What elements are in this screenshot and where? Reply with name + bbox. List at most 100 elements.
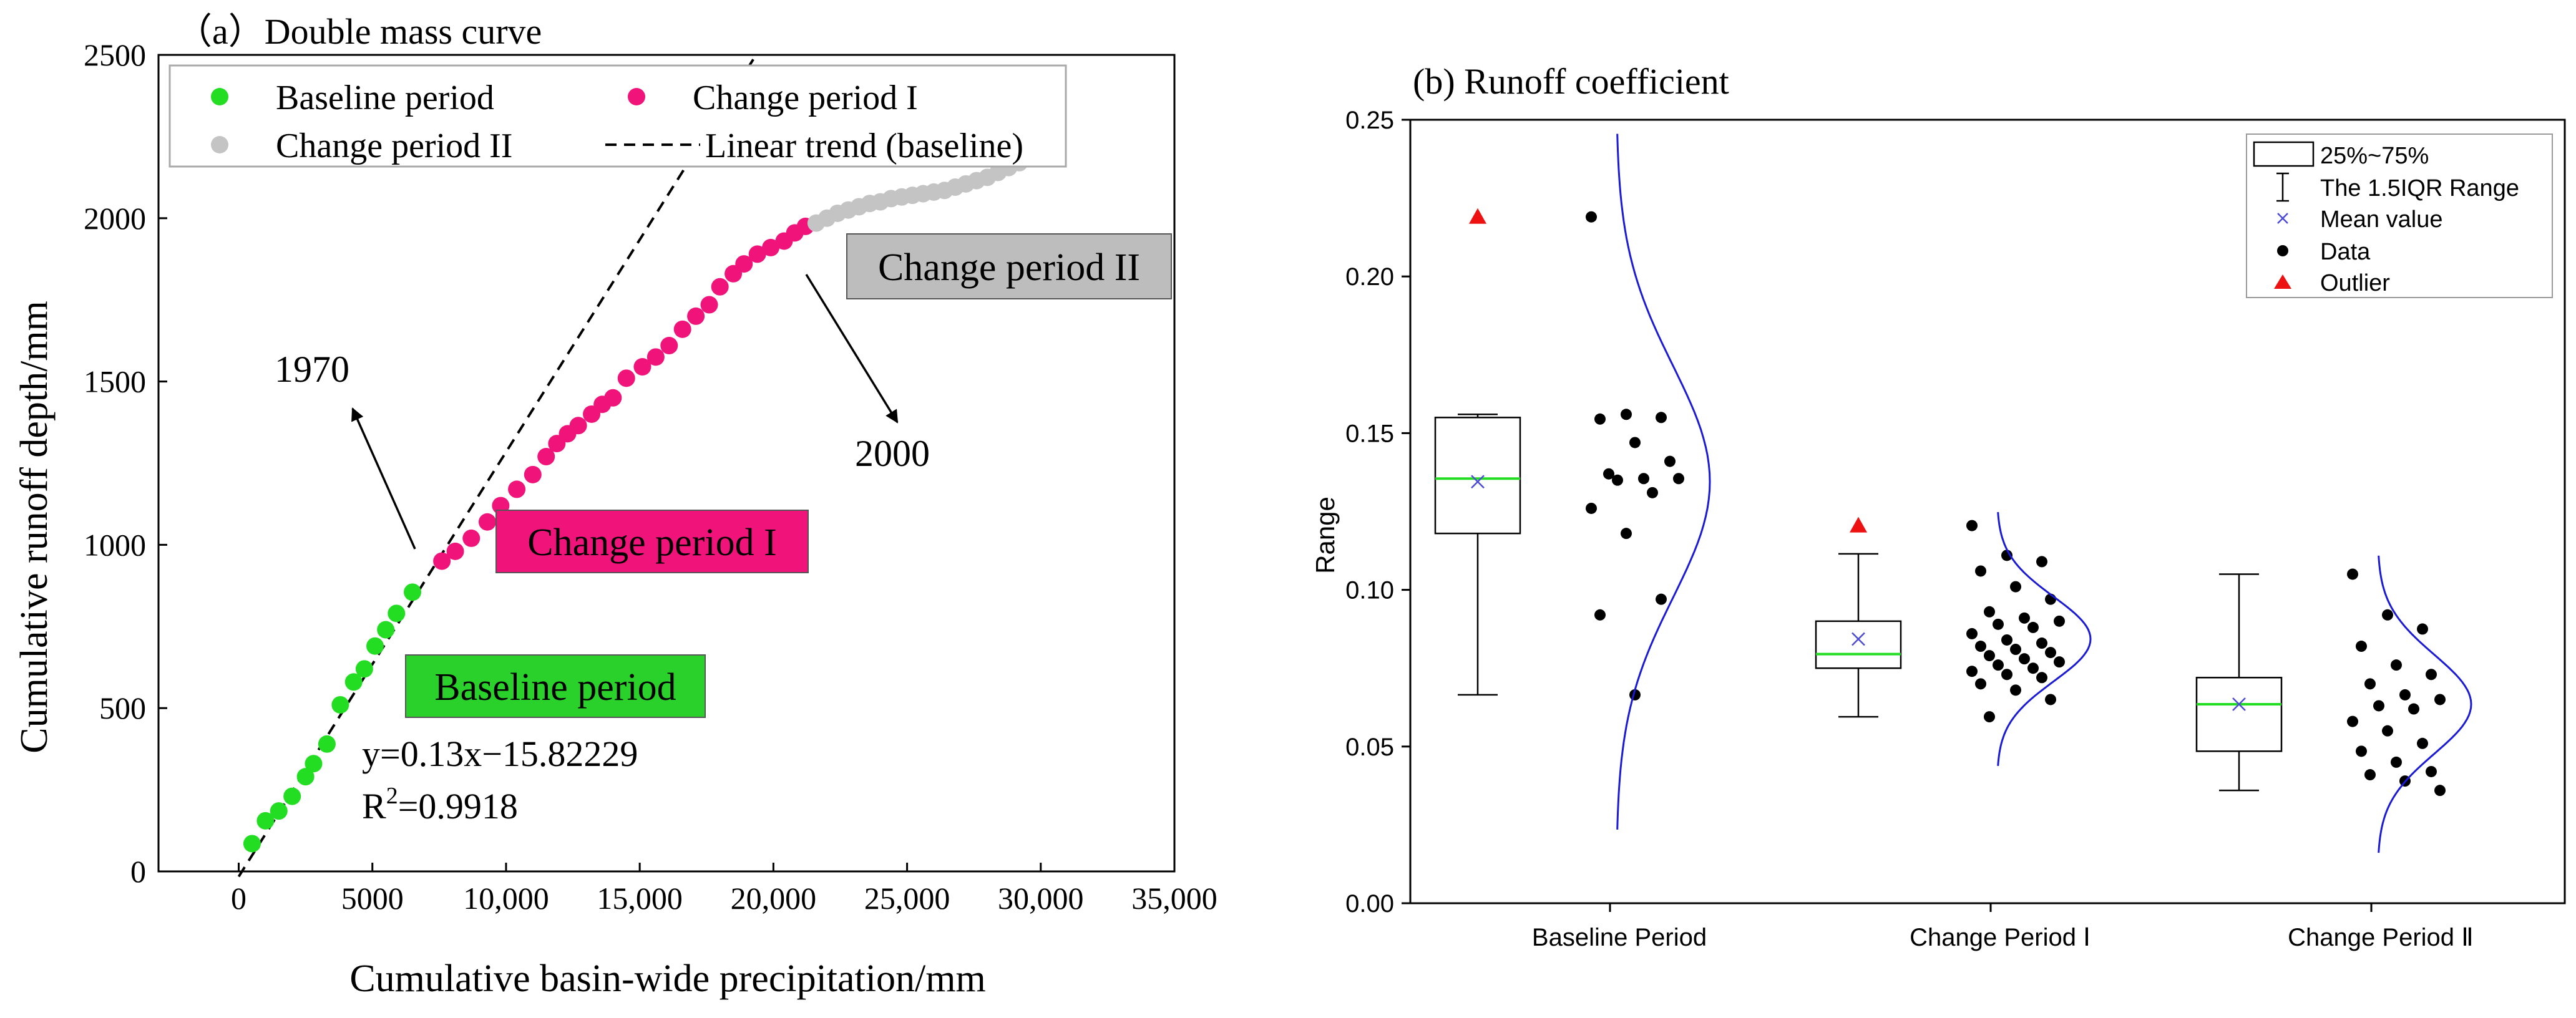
point-baseline (318, 735, 336, 753)
point-change1 (569, 417, 587, 435)
data-point (2373, 700, 2384, 712)
data-point (2391, 756, 2402, 768)
data-point (2027, 621, 2039, 633)
iqr-box (2195, 677, 2283, 752)
data-point (1621, 409, 1632, 420)
data-point (2045, 647, 2056, 659)
normal-curve (1997, 511, 2092, 767)
panel-a-xlabel: Cumulative basin-wide precipitation/mm (349, 957, 985, 1000)
b-y-tick-label: 0.15 (1345, 420, 1394, 447)
data-point (1984, 711, 1995, 723)
point-change1 (735, 255, 753, 273)
panel-a-legend: Baseline period Change period I Change per… (168, 64, 1067, 168)
point-baseline (388, 604, 406, 623)
x-tick-label: 35,000 (1131, 881, 1217, 916)
legend-label: Linear trend (baseline) (705, 127, 1023, 165)
panel-a-ylabel: Cumulative runoff depth/mm (13, 301, 56, 754)
data-point (1594, 609, 1606, 621)
point-change1 (633, 358, 651, 376)
year-1970-label: 1970 (275, 349, 349, 390)
y-tick-label: 1000 (84, 527, 146, 562)
r2-prefix: R (362, 786, 386, 827)
data-point (1975, 641, 1986, 652)
b-x-tick-label: Change Period Ⅱ (2288, 924, 2474, 951)
point-change1 (446, 542, 464, 560)
x-tick-label: 0 (231, 881, 246, 916)
data-point (2036, 556, 2047, 568)
outlier-marker (1469, 208, 1486, 224)
x-tick-label: 5000 (341, 881, 404, 916)
data-point (1638, 473, 1649, 485)
data-point (2426, 669, 2437, 681)
point-baseline (344, 673, 363, 691)
data-point (2019, 612, 2030, 624)
data-point (1656, 593, 1667, 605)
data-point (1673, 473, 1684, 485)
point-change1 (660, 337, 678, 355)
data-point (1621, 528, 1632, 540)
data-point (2019, 653, 2030, 665)
data-point (1966, 666, 1978, 677)
data-point (2364, 678, 2376, 690)
arrow-1970 (351, 407, 416, 550)
b-y-tick-label: 0.00 (1345, 890, 1394, 918)
data-point (1612, 474, 1623, 486)
data-point (2382, 609, 2393, 621)
outlier-marker (1850, 516, 1867, 533)
baseline-annotation-box (405, 654, 706, 718)
data-point (2027, 662, 2039, 674)
baseline-annotation-label: Baseline period (434, 666, 676, 709)
y-tick-label: 0 (130, 854, 146, 889)
data-point (2426, 765, 2437, 777)
b-x-tick-label: Baseline Period (1532, 924, 1707, 951)
panel-a-frame (157, 54, 1176, 873)
legend-marker (628, 88, 645, 105)
b-y-tick-label: 0.10 (1345, 577, 1394, 604)
point-change1 (762, 238, 780, 256)
data-point (1647, 487, 1658, 498)
point-change1 (646, 348, 665, 366)
point-change1 (673, 320, 691, 338)
b-legend-label: Mean value (2320, 206, 2442, 233)
point-baseline (296, 768, 315, 786)
data-point (1966, 628, 1978, 639)
change2-annotation-box (846, 233, 1172, 299)
data-point (2399, 689, 2411, 700)
data-point (1664, 455, 1676, 467)
data-point (2010, 644, 2021, 656)
panel-a-trendline-layer (237, 54, 758, 878)
legend-marker (211, 88, 228, 105)
point-baseline (404, 583, 421, 601)
point-baseline (256, 812, 275, 830)
data-point (2364, 769, 2376, 781)
b-legend-label: The 1.5IQR Range (2320, 175, 2519, 201)
x-tick-label: 15,000 (597, 881, 683, 916)
point-change1 (478, 513, 496, 531)
data-point (2417, 737, 2428, 749)
trend-line (237, 54, 758, 878)
panel-b-runoff-coefficient: (b) Runoff coefficient 0.000.050.100.150… (1310, 61, 2566, 951)
b-legend-label: Outlier (2320, 270, 2390, 296)
x-tick-label: 20,000 (731, 881, 817, 916)
b-x-tick-label: Change Period Ⅰ (1910, 924, 2091, 951)
data-point (1975, 678, 1986, 690)
point-baseline (283, 787, 301, 805)
r2-value: =0.9918 (398, 786, 518, 827)
x-tick-label: 30,000 (998, 881, 1084, 916)
data-point (1984, 606, 1995, 618)
point-baseline (366, 637, 384, 655)
y-tick-label: 2500 (84, 37, 146, 72)
data-point (1594, 413, 1606, 425)
mean-marker (1852, 632, 1865, 646)
data-point (1993, 618, 2004, 630)
y-tick-label: 500 (99, 691, 146, 725)
change1-annotation-box (495, 510, 809, 573)
point-change1 (700, 296, 718, 314)
iqr-box (1434, 417, 1521, 535)
panel-b-axes: 0.00 0.05 0.10 0.15 0.20 0.25 (1345, 107, 2566, 918)
data-point (2434, 694, 2446, 705)
b-y-tick-label: 0.20 (1345, 263, 1394, 291)
point-baseline (331, 696, 349, 714)
y-tick-label: 1500 (84, 364, 146, 399)
point-change1 (604, 389, 622, 407)
